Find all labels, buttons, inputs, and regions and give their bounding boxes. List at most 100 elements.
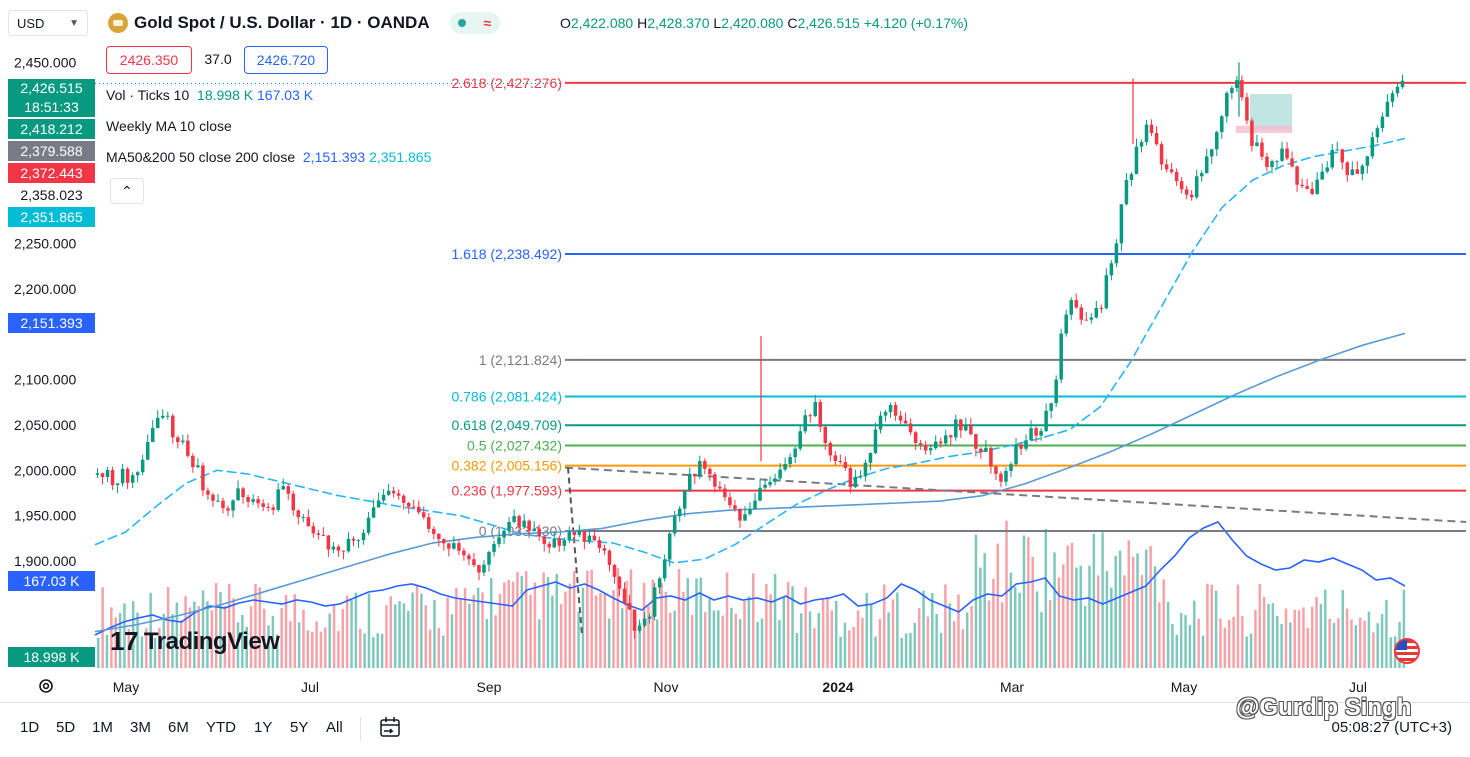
volume-bar	[481, 592, 484, 668]
buy-button[interactable]: 2426.720	[244, 46, 328, 74]
y-tick-label: 2,100.000	[14, 372, 76, 388]
candle-body	[135, 472, 140, 476]
volume-bar	[376, 633, 379, 668]
date-range-icon[interactable]	[378, 715, 402, 739]
volume-bar	[127, 628, 131, 668]
candle-body	[221, 500, 225, 509]
range-button-5y[interactable]: 5Y	[290, 719, 309, 736]
volume-bar	[315, 621, 318, 668]
volume-bar	[826, 596, 829, 668]
fib-level-label: 0.5 (2,027.432)	[467, 437, 562, 453]
volume-bar	[760, 618, 764, 668]
volume-bar	[765, 583, 768, 668]
volume-bar	[424, 605, 427, 668]
market-status-pill[interactable]: ≈	[449, 12, 500, 34]
volume-bar	[773, 573, 777, 668]
range-button-ytd[interactable]: YTD	[206, 719, 236, 736]
volume-bar	[1249, 633, 1253, 668]
volume-bar	[599, 593, 602, 668]
range-button-1m[interactable]: 1M	[92, 719, 113, 736]
volume-bar	[520, 576, 524, 668]
price-axis-tag: 2,351.865	[8, 207, 95, 227]
volume-bar	[1053, 552, 1056, 668]
candle-body	[276, 489, 280, 510]
x-tick-label: Mar	[1000, 679, 1024, 695]
candle-body	[923, 444, 928, 451]
us-flag-icon[interactable]	[1394, 638, 1420, 664]
candle-body	[677, 508, 682, 517]
candle-body	[1240, 80, 1244, 98]
volume-bar	[210, 610, 214, 668]
volume-bar	[830, 610, 834, 668]
volume-bar	[267, 625, 270, 668]
volume-bar	[821, 598, 825, 668]
volume-bar	[896, 592, 899, 668]
range-button-1y[interactable]: 1Y	[254, 719, 273, 736]
volume-bar	[957, 594, 960, 668]
candle-body	[607, 550, 612, 565]
volume-bar	[354, 592, 358, 668]
legend-weekly-ma[interactable]: Weekly MA 10 close	[106, 118, 232, 134]
volume-bar	[219, 591, 222, 668]
candle-body	[758, 487, 762, 501]
candle-body	[391, 490, 396, 494]
close-value: 2,426.515	[797, 15, 860, 31]
candle-body	[386, 490, 391, 495]
candle-body	[828, 442, 833, 456]
candle-body	[908, 423, 913, 433]
legend-ma50-200[interactable]: MA50&200 50 close 200 close 2,151.393 2,…	[106, 149, 431, 165]
range-button-1d[interactable]: 1D	[20, 719, 40, 736]
range-button-6m[interactable]: 6M	[168, 719, 189, 736]
candle-body	[246, 497, 250, 502]
volume-bar	[1341, 590, 1344, 668]
volume-bar	[839, 636, 842, 668]
candle-body	[336, 546, 341, 551]
collapse-legend-button[interactable]: ⌃	[110, 178, 144, 204]
volume-bar	[734, 613, 738, 668]
legend-volume[interactable]: Vol · Ticks 10 18.998 K 167.03 K	[106, 87, 313, 103]
candle-body	[974, 434, 978, 449]
volume-bar	[1324, 589, 1327, 668]
candle-body	[838, 461, 843, 463]
volume-bar	[1171, 623, 1174, 668]
candle-body	[1305, 186, 1309, 189]
volume-bar	[498, 593, 502, 668]
volume-bar	[834, 600, 838, 668]
volume-bar	[1328, 618, 1331, 668]
volume-bar	[935, 613, 938, 668]
sell-button[interactable]: 2426.350	[106, 46, 192, 74]
volume-bar	[1372, 632, 1375, 668]
volume-bar	[197, 606, 200, 668]
settings-gear-icon[interactable]	[36, 676, 56, 696]
volume-bar	[1110, 587, 1113, 668]
candle-body	[999, 473, 1003, 482]
candle-body	[1179, 181, 1184, 190]
candle-body	[432, 528, 436, 534]
candle-body	[863, 462, 868, 477]
volume-bar	[948, 603, 951, 668]
candle-body	[1380, 116, 1385, 129]
volume-bar	[114, 617, 117, 668]
volume-bar	[472, 594, 476, 668]
volume-bar	[415, 584, 419, 668]
fib-level-label: 1.618 (2,238.492)	[451, 246, 562, 262]
range-button-all[interactable]: All	[326, 719, 343, 736]
range-button-5d[interactable]: 5D	[56, 719, 76, 736]
candle-body	[467, 555, 471, 560]
price-axis-tag: 2,372.443	[8, 163, 95, 183]
currency-select[interactable]: USD ▼	[8, 10, 88, 36]
volume-bar	[992, 578, 995, 668]
candle-body	[110, 470, 115, 486]
clock[interactable]: 05:08:27 (UTC+3)	[1331, 719, 1452, 736]
change-value: +4.120 (+0.17%)	[863, 15, 968, 31]
wave-icon: ≈	[483, 15, 492, 31]
close-label: C	[787, 15, 798, 31]
symbol-title[interactable]: Gold Spot / U.S. Dollar · 1D · OANDA ≈	[108, 12, 500, 34]
range-button-3m[interactable]: 3M	[130, 719, 151, 736]
volume-bar	[1131, 556, 1135, 668]
volume-bar	[1284, 608, 1288, 668]
candle-body	[236, 488, 240, 501]
price-axis-tag: 2,151.393	[8, 313, 95, 333]
candle-body	[1199, 173, 1204, 177]
